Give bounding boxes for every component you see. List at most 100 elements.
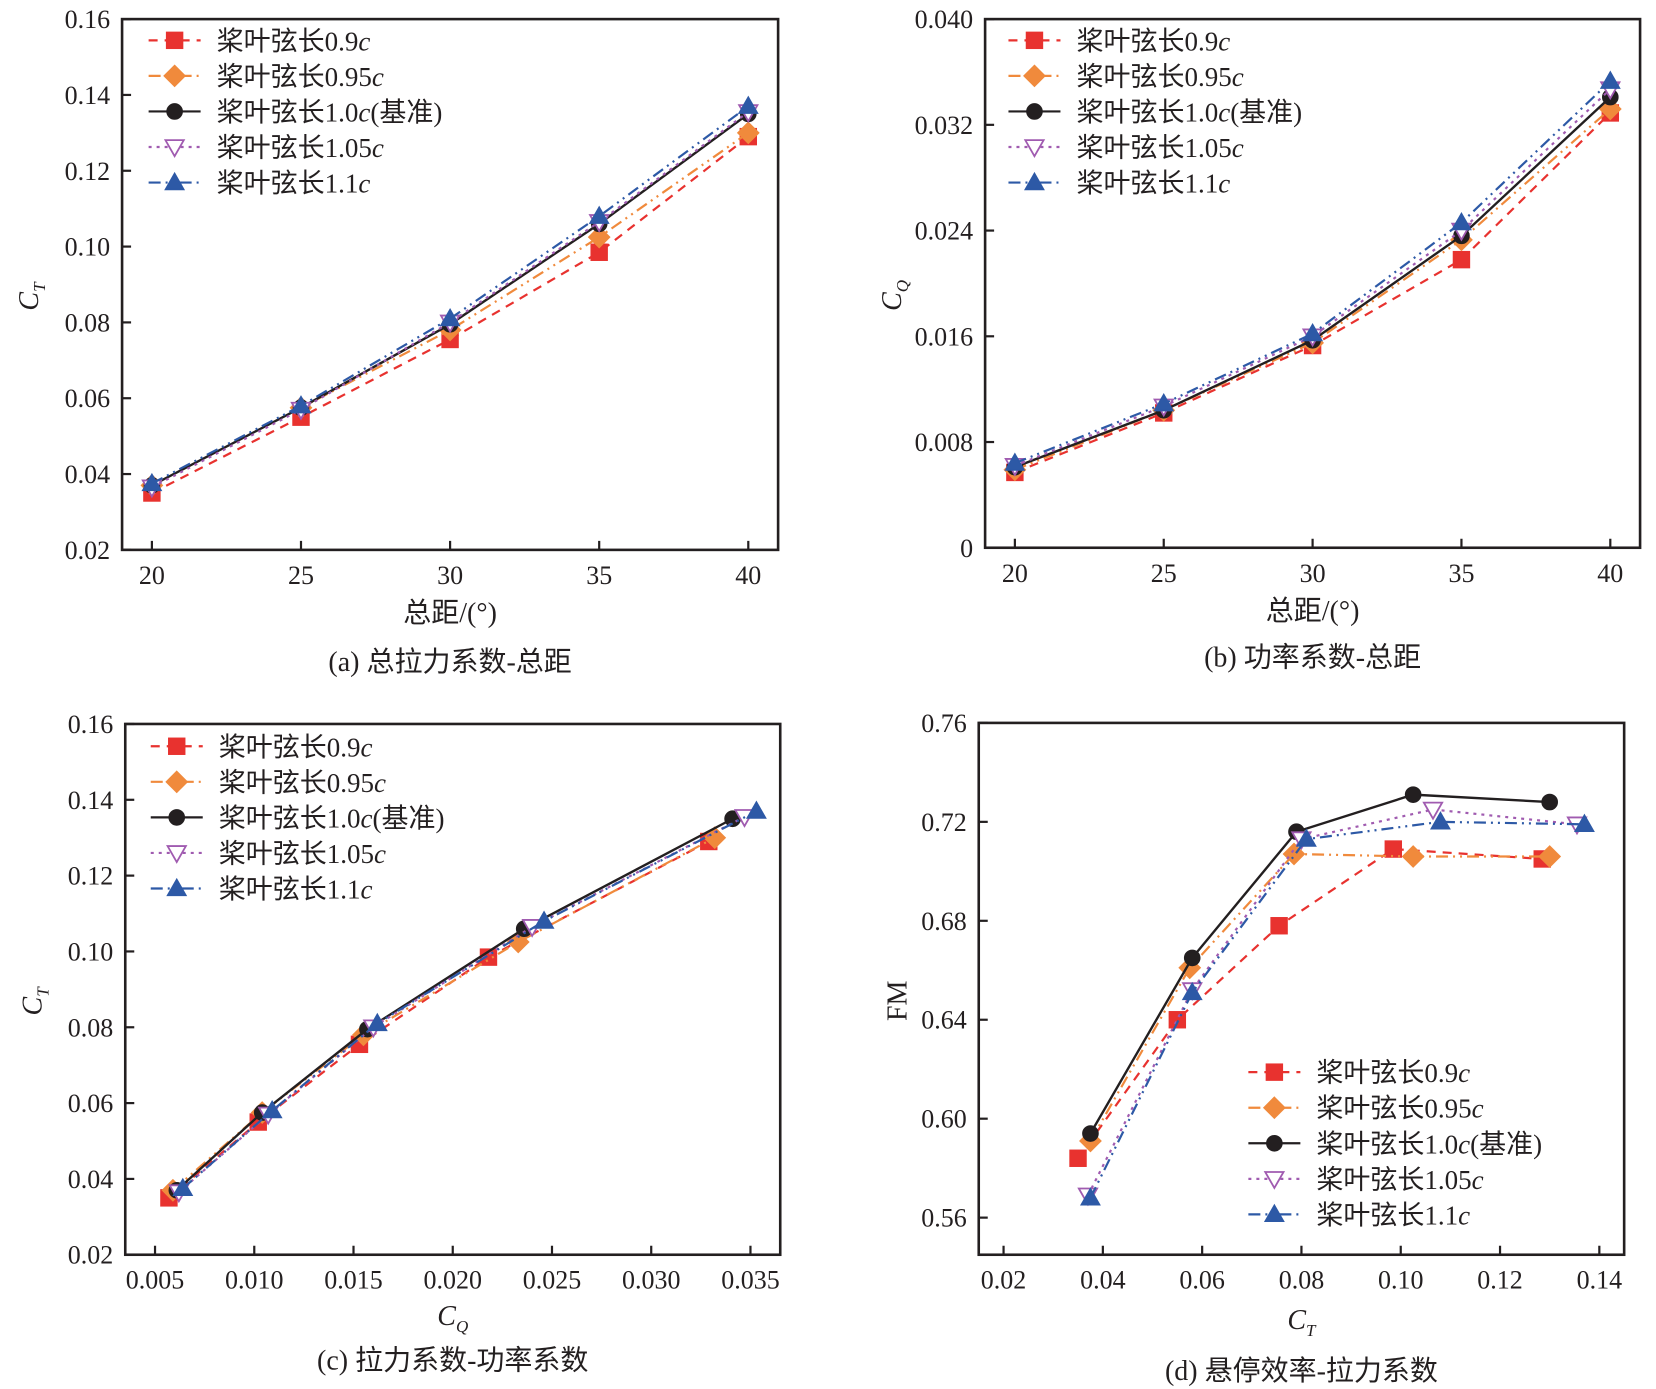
- x-tick-label: 0.015: [324, 1266, 383, 1295]
- legend-item: 桨叶弦长0.9c: [150, 732, 373, 762]
- legend-label: 桨叶弦长1.1c: [1316, 1200, 1470, 1230]
- series-s11: [141, 95, 759, 492]
- legend-item: 桨叶弦长1.0c(基准): [148, 97, 443, 127]
- x-tick-label: 0.02: [981, 1266, 1027, 1295]
- series-line: [1089, 852, 1550, 1142]
- y-axis-label: CT: [17, 986, 52, 1016]
- data-point: [533, 910, 555, 929]
- legend-marker: [1025, 31, 1044, 50]
- data-point: [736, 121, 760, 145]
- legend-marker: [168, 809, 186, 826]
- legend-item: 桨叶弦长0.9c: [1248, 1058, 1470, 1088]
- data-point: [588, 205, 610, 224]
- data-point: [1573, 813, 1595, 832]
- legend: 桨叶弦长0.9c 桨叶弦长0.95c 桨叶弦长1.0c(基准) 桨叶弦长1.05c 桨叶…: [148, 26, 443, 199]
- legend-marker: [1265, 1063, 1284, 1081]
- data-point: [1451, 211, 1472, 231]
- y-tick-label: 0.04: [65, 460, 111, 489]
- legend-item: 桨叶弦长1.1c: [1248, 1200, 1470, 1230]
- legend: 桨叶弦长0.9c 桨叶弦长0.95c 桨叶弦长1.0c(基准) 桨叶弦长1.05c 桨叶…: [1248, 1058, 1542, 1230]
- series-s11: [1079, 811, 1595, 1206]
- y-tick-label: 0.76: [921, 709, 967, 738]
- x-tick-label: 30: [437, 561, 463, 590]
- data-point: [141, 472, 163, 492]
- legend: 桨叶弦长0.9c 桨叶弦长0.95c 桨叶弦长1.0c(基准) 桨叶弦长1.05c 桨叶…: [1008, 26, 1302, 199]
- legend-item: 桨叶弦长1.05c: [1248, 1165, 1484, 1195]
- legend-marker: [163, 64, 187, 88]
- x-tick-label: 35: [586, 561, 612, 590]
- legend-label: 桨叶弦长1.0c(基准): [217, 97, 443, 127]
- legend-label: 桨叶弦长0.95c: [1076, 62, 1243, 92]
- legend-marker: [1263, 1171, 1286, 1190]
- legend-label: 桨叶弦长0.9c: [219, 732, 373, 762]
- legend-marker: [1024, 171, 1045, 191]
- data-point: [1082, 1125, 1099, 1142]
- y-tick-label: 0.72: [921, 808, 967, 837]
- y-tick-label: 0.10: [65, 233, 111, 262]
- legend-item: 桨叶弦长1.05c: [1008, 133, 1244, 163]
- data-point: [366, 1012, 388, 1032]
- chart-caption: (d) 悬停效率-拉力系数: [1165, 1355, 1438, 1387]
- legend-marker: [1263, 1203, 1285, 1223]
- y-tick-label: 0.04: [68, 1165, 114, 1194]
- data-point: [1004, 452, 1026, 471]
- x-tick-label: 0.010: [225, 1266, 284, 1295]
- legend-label: 桨叶弦长1.1c: [219, 875, 373, 905]
- x-tick-label: 0.005: [126, 1266, 185, 1295]
- series-s10: [168, 810, 741, 1199]
- x-tick-label: 35: [1448, 559, 1474, 588]
- data-point: [1295, 828, 1317, 847]
- x-tick-label: 0.14: [1577, 1266, 1623, 1295]
- legend-label: 桨叶弦长1.0c(基准): [219, 803, 445, 833]
- legend-label: 桨叶弦长1.0c(基准): [1076, 97, 1302, 127]
- y-tick-label: 0.56: [921, 1204, 967, 1233]
- x-tick-label: 0.035: [721, 1266, 780, 1295]
- data-point: [1422, 801, 1444, 821]
- legend-label: 桨叶弦长1.05c: [219, 839, 386, 869]
- chart-b: 0 0.008 0.016 0.024 0.032 0.040 20 25 30 35 40 总距/(…: [877, 5, 1642, 674]
- legend-label: 桨叶弦长1.05c: [1076, 133, 1243, 163]
- y-tick-label: 0.06: [65, 384, 111, 413]
- x-axis-label: CT: [1287, 1305, 1317, 1340]
- y-tick-label: 0.12: [68, 862, 114, 891]
- series-s11: [1004, 70, 1621, 471]
- chart-c: 0.02 0.04 0.06 0.08 0.10 0.12 0.14 0.16 0.005 0.0…: [17, 710, 782, 1376]
- x-tick-label: 0.08: [1279, 1266, 1325, 1295]
- y-tick-label: 0.08: [68, 1013, 114, 1042]
- y-tick-label: 0.008: [915, 428, 974, 457]
- data-point: [1069, 1149, 1087, 1167]
- legend-marker: [163, 139, 186, 158]
- data-point: [261, 1100, 283, 1119]
- legend: 桨叶弦长0.9c 桨叶弦长0.95c 桨叶弦长1.0c(基准) 桨叶弦长1.05c 桨叶…: [150, 732, 445, 905]
- legend-marker: [1266, 1134, 1283, 1152]
- legend-label: 桨叶弦长0.95c: [217, 62, 384, 92]
- plot-frame: [977, 721, 1626, 1257]
- y-axis-label: FM: [883, 980, 914, 1021]
- legend-item: 桨叶弦长1.0c(基准): [150, 803, 445, 833]
- series-line: [178, 815, 746, 1194]
- legend-label: 桨叶弦长0.9c: [1076, 26, 1230, 56]
- y-tick-label: 0.60: [921, 1105, 967, 1134]
- legend-marker: [1262, 1096, 1286, 1120]
- legend-marker: [166, 103, 183, 120]
- y-tick-label: 0.10: [68, 937, 114, 966]
- legend-item: 桨叶弦长1.1c: [1008, 169, 1230, 199]
- legend-item: 桨叶弦长0.9c: [148, 26, 370, 56]
- legend-label: 桨叶弦长0.95c: [1316, 1094, 1483, 1124]
- y-tick-label: 0.64: [921, 1006, 967, 1035]
- series-s105: [141, 104, 759, 499]
- y-tick-label: 0.032: [915, 111, 974, 140]
- legend-item: 桨叶弦长1.1c: [150, 875, 373, 905]
- x-axis-label: CQ: [437, 1301, 468, 1336]
- legend-item: 桨叶弦长0.9c: [1008, 26, 1230, 56]
- x-tick-label: 25: [1151, 559, 1177, 588]
- chart-caption: (c) 拉力系数-功率系数: [317, 1344, 588, 1376]
- legend-marker: [168, 737, 186, 755]
- data-point: [290, 395, 312, 414]
- data-point: [737, 95, 759, 114]
- data-point: [1599, 70, 1621, 89]
- y-tick-label: 0.08: [65, 308, 111, 337]
- legend-label: 桨叶弦长1.1c: [1076, 169, 1230, 199]
- data-point: [1168, 1011, 1187, 1029]
